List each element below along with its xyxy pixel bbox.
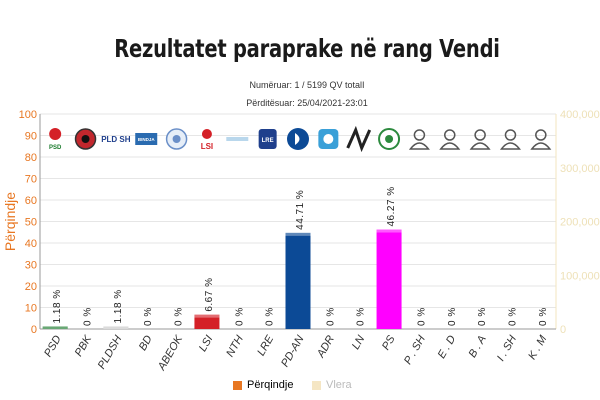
adr-logo-icon xyxy=(318,129,339,149)
bd-logo-icon: BINDJA xyxy=(135,133,158,145)
y2-tick-label: 100,000 xyxy=(560,270,600,282)
y-tick-label: 80 xyxy=(25,152,37,164)
counted-status: Numëruar: 1 / 5199 QV totalI xyxy=(249,80,365,90)
data-label: 0 % xyxy=(234,307,245,326)
person-icon-head xyxy=(504,129,517,141)
data-label: 44.71 % xyxy=(295,190,306,230)
x-tick-label: PD-AN xyxy=(279,333,307,369)
bar-highlight xyxy=(285,232,311,236)
bar-lsi xyxy=(194,314,220,329)
person-icon-head xyxy=(413,129,426,141)
data-label: 0 % xyxy=(356,307,367,326)
data-label: 0 % xyxy=(265,307,276,326)
nth-logo-icon xyxy=(226,137,249,141)
svg-text:PSD: PSD xyxy=(49,145,62,151)
y-tick-label: 100 xyxy=(19,109,37,121)
bar-ps xyxy=(376,229,402,329)
person-icon-body xyxy=(499,142,521,150)
pd-an-logo-icon xyxy=(287,128,309,150)
x-tick-label: B . A xyxy=(467,334,489,360)
y-tick-label: 50 xyxy=(25,217,37,229)
data-label: 0 % xyxy=(325,307,336,326)
x-tick-label: PBK xyxy=(73,333,95,359)
y-tick-label: 20 xyxy=(25,281,37,293)
x-tick-label: LN xyxy=(350,333,367,351)
x-tick-label: PLDSH xyxy=(96,333,125,371)
svg-text:PLD SH: PLD SH xyxy=(101,135,131,144)
x-tick-label: ADR xyxy=(314,333,337,360)
legend-item-value[interactable]: Vlera xyxy=(312,379,352,391)
data-label: 0 % xyxy=(83,307,94,326)
y-tick-label: 90 xyxy=(25,131,37,143)
data-label: 0 % xyxy=(507,307,518,326)
data-label: 6.67 % xyxy=(204,278,215,312)
pbk-logo-icon xyxy=(74,128,97,150)
legend-swatch-percent xyxy=(233,380,242,390)
data-label: 46.27 % xyxy=(386,186,397,226)
lre-logo-icon: LRE xyxy=(258,129,277,149)
y-axis-title: Përqindje xyxy=(2,192,18,251)
bar-pd-an xyxy=(285,232,311,329)
bar-psd xyxy=(42,326,68,329)
y-tick-label: 10 xyxy=(25,303,37,315)
abeok-logo-icon xyxy=(165,128,188,150)
person-icon-head xyxy=(474,129,486,141)
svg-text:BINDJA: BINDJA xyxy=(138,137,156,142)
legend-swatch-value xyxy=(312,380,321,390)
x-tick-label: ABEOK xyxy=(155,333,185,373)
page-title: Rezultatet paraprake në rang Vendi xyxy=(114,34,500,63)
x-tick-label: PSD xyxy=(42,333,64,359)
ln-logo-icon xyxy=(346,125,372,153)
person-icon-body xyxy=(408,142,430,150)
y-tick-label: 30 xyxy=(25,260,37,272)
pldsh-logo-icon: PLD SH xyxy=(101,135,131,144)
person-icon-head xyxy=(444,129,456,141)
ps-logo-icon xyxy=(378,128,401,150)
bar-highlight xyxy=(103,326,129,329)
person-icon-head xyxy=(535,129,547,141)
data-label: 0 % xyxy=(174,307,185,326)
y2-tick-label: 0 xyxy=(560,324,566,336)
bar-highlight xyxy=(194,314,220,318)
y-tick-label: 70 xyxy=(25,174,37,186)
data-label: 0 % xyxy=(477,307,488,326)
x-tick-label: E . D xyxy=(436,333,459,360)
y-tick-label: 40 xyxy=(25,238,37,250)
bar-highlight xyxy=(42,326,68,329)
x-tick-label: BD xyxy=(137,333,155,352)
person-icon-body xyxy=(469,142,491,150)
x-tick-label: PS xyxy=(380,333,398,352)
bar-pldsh xyxy=(103,326,129,329)
person-icon-body xyxy=(530,142,552,150)
person-icon-body xyxy=(439,142,461,150)
data-label: 0 % xyxy=(447,307,458,326)
x-tick-label: LRE xyxy=(255,333,276,358)
legend-label-percent: Përqindje xyxy=(247,379,294,391)
legend-item-percent[interactable]: Përqindje xyxy=(233,379,293,391)
data-label: 0 % xyxy=(538,307,549,326)
updated-timestamp: Përditësuar: 25/04/2021-23:01 xyxy=(246,98,368,108)
y2-tick-label: 200,000 xyxy=(560,217,600,229)
bar-highlight xyxy=(376,229,402,233)
data-label: 0 % xyxy=(143,307,154,326)
x-tick-label: I . SH xyxy=(495,333,519,363)
x-tick-label: NTH xyxy=(224,333,246,359)
svg-text:LSI: LSI xyxy=(201,142,213,151)
y2-tick-label: 300,000 xyxy=(560,163,600,175)
x-tick-label: K . M xyxy=(526,333,550,362)
legend-label-value: Vlera xyxy=(326,379,352,391)
data-label: 1.18 % xyxy=(52,289,63,323)
y-tick-label: 60 xyxy=(25,195,37,207)
y2-tick-label: 400,000 xyxy=(560,109,600,121)
svg-text:LRE: LRE xyxy=(262,138,274,144)
x-tick-label: LSI xyxy=(197,334,216,354)
psd-logo-icon: PSD xyxy=(49,128,62,151)
data-label: 1.18 % xyxy=(113,289,124,323)
lsi-logo-icon: LSI xyxy=(201,129,213,151)
x-tick-label: P . SH xyxy=(402,333,428,366)
y-tick-label: 0 xyxy=(31,324,37,336)
data-label: 0 % xyxy=(416,307,427,326)
